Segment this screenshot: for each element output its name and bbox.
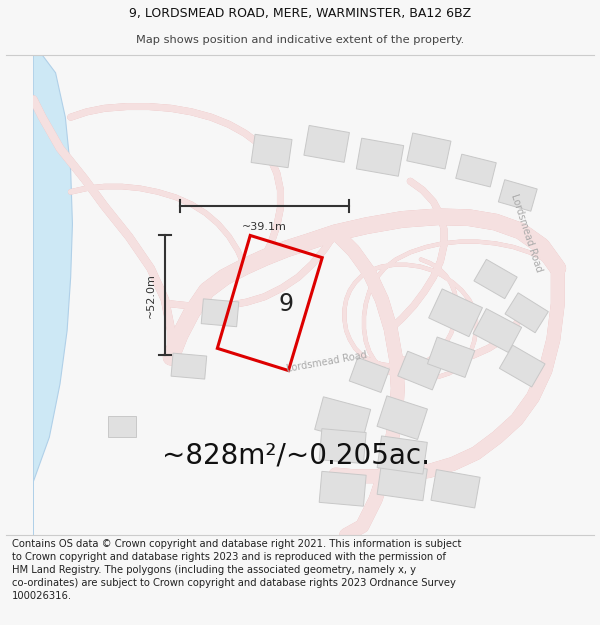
Bar <box>377 462 427 501</box>
Bar <box>499 345 545 387</box>
Bar <box>398 351 442 390</box>
Bar <box>427 337 475 377</box>
Bar <box>349 357 389 392</box>
Bar <box>319 471 366 506</box>
Polygon shape <box>34 55 73 535</box>
Bar <box>251 134 292 168</box>
Bar <box>356 138 404 176</box>
Text: Map shows position and indicative extent of the property.: Map shows position and indicative extent… <box>136 34 464 44</box>
Bar <box>377 436 427 474</box>
Text: Lordsmead Road: Lordsmead Road <box>286 349 368 374</box>
Text: ~828m²/~0.205ac.: ~828m²/~0.205ac. <box>162 441 430 469</box>
Bar <box>108 416 136 437</box>
Bar <box>456 154 496 187</box>
Bar <box>499 179 537 211</box>
Text: 9, LORDSMEAD ROAD, MERE, WARMINSTER, BA12 6BZ: 9, LORDSMEAD ROAD, MERE, WARMINSTER, BA1… <box>129 8 471 20</box>
Text: ~52.0m: ~52.0m <box>146 273 155 318</box>
Text: 9: 9 <box>278 292 293 316</box>
Bar <box>505 292 548 332</box>
Bar <box>474 259 517 299</box>
Bar <box>473 309 521 352</box>
Bar <box>377 396 427 439</box>
Bar <box>314 397 371 442</box>
Text: ~39.1m: ~39.1m <box>242 222 287 232</box>
Text: Lordsmead Road: Lordsmead Road <box>509 192 544 273</box>
Bar <box>407 133 451 169</box>
Bar <box>201 299 239 327</box>
Bar <box>304 126 349 162</box>
Text: Contains OS data © Crown copyright and database right 2021. This information is : Contains OS data © Crown copyright and d… <box>12 539 461 601</box>
Bar <box>319 429 366 464</box>
Bar <box>431 469 480 508</box>
Bar <box>171 353 207 379</box>
Bar <box>428 289 482 337</box>
